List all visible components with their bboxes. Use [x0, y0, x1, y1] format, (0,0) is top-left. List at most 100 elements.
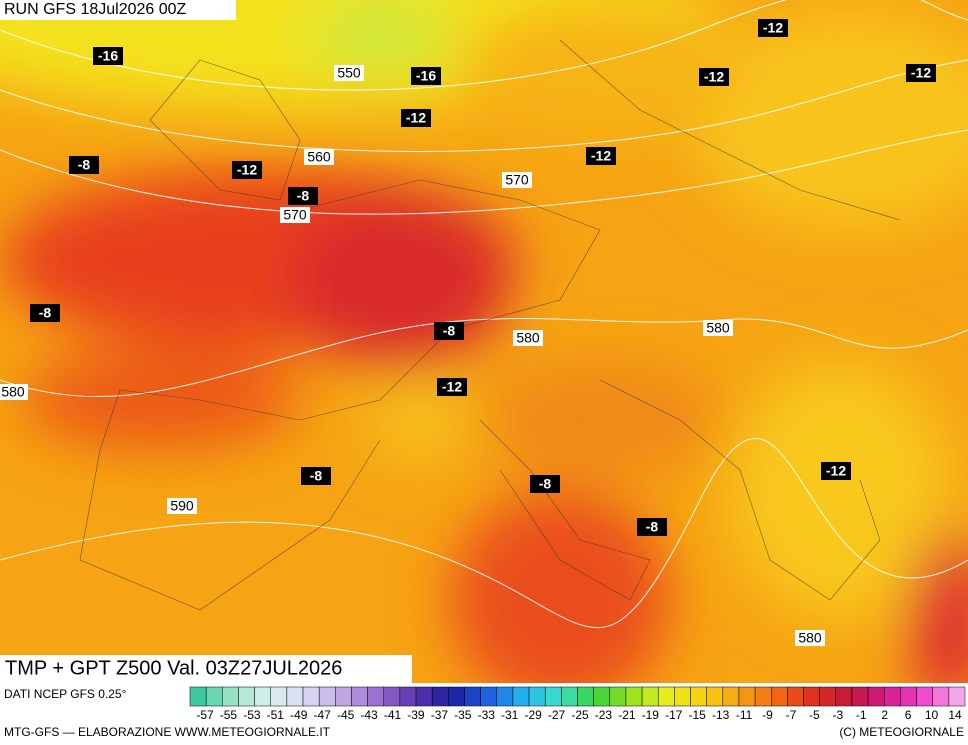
scale-swatch	[754, 686, 772, 707]
scale-label: -53	[243, 708, 261, 722]
run-label: RUN GFS 18Jul2026 00Z	[4, 1, 187, 18]
height-contours	[0, 0, 968, 628]
scale-swatch	[657, 686, 675, 707]
scale-swatch	[205, 686, 223, 707]
scale-swatch	[415, 686, 433, 707]
scale-label: 14	[948, 708, 962, 722]
temperature-label: -8	[539, 476, 552, 492]
scale-label: -1	[856, 708, 867, 722]
scale-swatch	[787, 686, 804, 707]
temperature-label: -8	[78, 157, 91, 173]
height-label-box	[502, 172, 532, 188]
temperature-label-box	[530, 475, 560, 493]
scale-label: -7	[786, 708, 797, 722]
source-label: DATI NCEP GFS 0.25°	[4, 687, 127, 701]
scale-swatch	[496, 686, 514, 707]
scale-label: -17	[665, 708, 683, 722]
scale-label: -51	[267, 708, 285, 722]
scale-swatch	[238, 686, 255, 707]
height-label-box	[304, 149, 334, 165]
scale-swatch	[528, 686, 546, 707]
scale-swatch	[932, 686, 950, 707]
scale-swatch	[771, 686, 788, 707]
temperature-label: -16	[416, 68, 436, 84]
scale-swatch	[302, 686, 320, 707]
scale-label: -31	[501, 708, 519, 722]
scale-label: -3	[832, 708, 843, 722]
scale-swatch	[625, 686, 643, 707]
temperature-label-box	[93, 47, 123, 65]
height-label: 560	[307, 149, 331, 165]
height-label-box	[795, 630, 825, 646]
scale-swatch	[189, 686, 207, 707]
scale-swatch	[464, 686, 481, 707]
scale-swatch	[270, 686, 288, 707]
temperature-label-box	[401, 109, 431, 127]
height-label: 580	[706, 320, 730, 336]
scale-label: -55	[220, 708, 238, 722]
credit-label: MTG-GFS — ELABORAZIONE WWW.METEOGIORNALE…	[4, 725, 331, 739]
scale-label: -47	[314, 708, 332, 722]
scale-swatch	[431, 686, 449, 707]
temperature-label: -12	[826, 463, 846, 479]
scale-label: -43	[360, 708, 378, 722]
temperature-label: -12	[406, 110, 426, 126]
scale-swatch	[512, 686, 530, 707]
temperature-label-box	[586, 147, 616, 165]
scale-swatch	[335, 686, 352, 707]
scale-swatch	[254, 686, 271, 707]
run-box	[0, 0, 236, 20]
scale-swatch	[900, 686, 917, 707]
temperature-label-box	[906, 64, 936, 82]
scale-swatch	[593, 686, 611, 707]
title-box	[0, 655, 412, 683]
scale-label: -5	[809, 708, 820, 722]
temperature-label-box	[411, 67, 441, 85]
scale-label: -21	[618, 708, 636, 722]
height-label: 570	[505, 172, 529, 188]
scale-label: -49	[290, 708, 308, 722]
height-label: 550	[337, 65, 361, 81]
scale-label: -37	[431, 708, 449, 722]
temperature-label: -12	[442, 379, 462, 395]
temperature-label-box	[699, 68, 729, 86]
temperature-label-box	[69, 156, 99, 174]
scale-swatch	[561, 686, 578, 707]
height-label-box	[334, 65, 364, 81]
scale-swatch	[835, 686, 853, 707]
height-label: 580	[798, 630, 822, 646]
scale-label: -25	[571, 708, 589, 722]
temperature-label-box	[758, 19, 788, 37]
scale-swatch	[690, 686, 707, 707]
height-label: 590	[170, 498, 194, 514]
scale-label: -15	[689, 708, 707, 722]
scale-swatch	[609, 686, 627, 707]
temperature-label: -8	[297, 188, 310, 204]
scale-swatch	[706, 686, 724, 707]
scale-swatch	[948, 686, 966, 707]
scale-swatch	[884, 686, 901, 707]
scale-swatch	[738, 686, 756, 707]
scale-label: -45	[337, 708, 355, 722]
scale-swatch	[318, 686, 336, 707]
scale-label: -11	[736, 708, 753, 722]
scale-swatch	[674, 686, 691, 707]
height-label: 580	[1, 384, 25, 400]
height-label: 580	[516, 330, 540, 346]
scale-label: -33	[478, 708, 496, 722]
scale-label: 6	[905, 708, 912, 722]
color-scale: -57 -55 -53 -51 -49 -47 -45 -43 -41 -39 -37 -35 -33-…	[189, 686, 966, 722]
coastlines	[79, 39, 901, 611]
temperature-label-box	[434, 322, 464, 340]
map-field	[0, 0, 968, 683]
scale-swatch	[448, 686, 465, 707]
scale-label: -27	[548, 708, 566, 722]
temperature-label-box	[232, 161, 262, 179]
temperature-label-box	[30, 304, 60, 322]
temperature-label-box	[821, 462, 851, 480]
temperature-label: -8	[443, 323, 456, 339]
scale-label: -9	[762, 708, 773, 722]
temperature-label: -8	[310, 468, 323, 484]
